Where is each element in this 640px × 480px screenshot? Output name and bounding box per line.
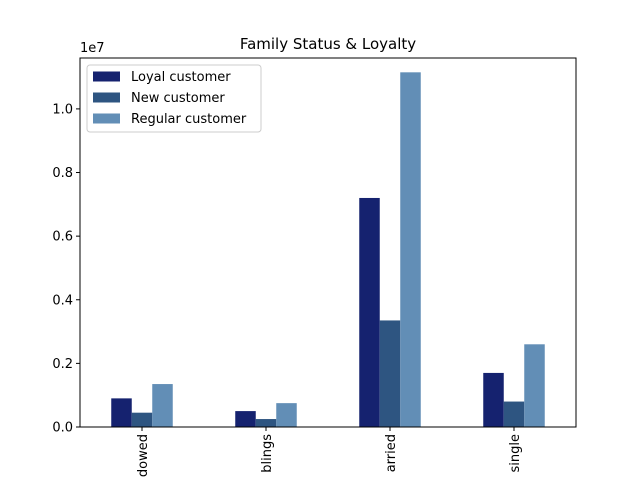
legend-swatch	[93, 71, 120, 82]
y-tick-label: 0.2	[52, 357, 73, 372]
bar-new-customer	[379, 320, 401, 427]
axes-frame	[79, 57, 577, 428]
chart-title: Family Status & Loyalty	[240, 35, 416, 53]
x-tick-label: dowed	[136, 434, 151, 477]
bar-loyal-customer	[111, 398, 132, 427]
legend-label: Loyal customer	[131, 70, 231, 85]
bar-loyal-customer	[235, 411, 256, 427]
x-tick-label: arried	[384, 434, 399, 472]
bar-regular-customer	[400, 72, 421, 428]
y-tick-label: 0.0	[52, 421, 73, 436]
legend-box	[86, 64, 262, 133]
legend-label: Regular customer	[131, 112, 247, 127]
bar-regular-customer	[524, 344, 545, 427]
x-tick-label: single	[508, 434, 523, 473]
bar-regular-customer	[152, 384, 173, 427]
y-tick-label: 0.4	[52, 293, 73, 308]
legend-label: New customer	[131, 91, 225, 106]
legend-swatch	[93, 92, 120, 103]
y-tick-label: 1.0	[52, 102, 73, 117]
legend: Loyal customer New customer Regular custom…	[86, 64, 262, 133]
bar-loyal-customer	[359, 197, 380, 427]
y-offset-label: 1e7	[80, 41, 105, 56]
bar-new-customer	[131, 412, 153, 427]
plot-area: 0.0 0.2 0.4 0.6 0.8 1.0 dowed blings arried singl…	[52, 72, 545, 477]
bar-regular-customer	[276, 403, 297, 427]
y-tick-label: 0.6	[52, 230, 73, 245]
bar-new-customer	[503, 401, 525, 427]
y-tick-label: 0.8	[52, 166, 73, 181]
bar-new-customer	[255, 419, 277, 427]
bar-loyal-customer	[483, 372, 504, 427]
legend-swatch	[93, 113, 120, 124]
x-tick-label: blings	[260, 434, 275, 473]
